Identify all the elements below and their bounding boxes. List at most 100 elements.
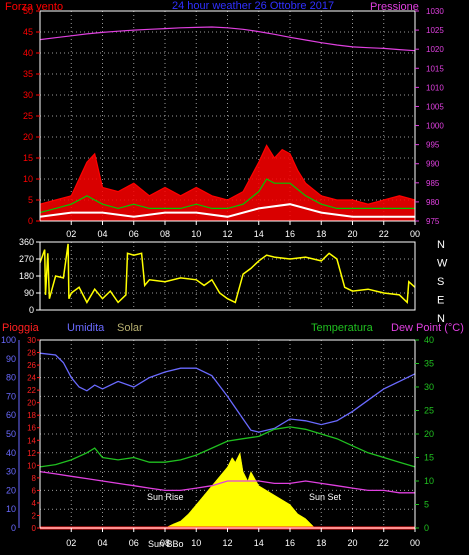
temperature-tick-label: 15 [424, 453, 434, 463]
pressure-tick-label: 985 [426, 179, 440, 188]
x-tick-label: 02 [66, 229, 76, 239]
x-tick-label: 08 [160, 229, 170, 239]
wind-tick-label: 35 [23, 69, 33, 79]
x-tick-label: 16 [285, 229, 295, 239]
temperature-tick-label: 40 [424, 335, 434, 345]
direction-tick-label: 360 [19, 237, 34, 247]
direction-tick-label: 0 [29, 305, 34, 315]
rain-tick-label: 4 [32, 499, 37, 508]
rain-tick-label: 18 [27, 411, 36, 420]
series-line-dew-point [39, 470, 415, 494]
direction-grid [40, 241, 416, 311]
pressure-tick-label: 1005 [426, 102, 444, 111]
rain-tick-label: 2 [32, 511, 37, 520]
series-line-raffica [39, 144, 416, 205]
x-tick-label: 06 [129, 229, 139, 239]
pressure-tick-label: 1030 [426, 7, 444, 16]
rain-tick-label: 14 [27, 436, 36, 445]
rain-tick-label: 26 [27, 361, 36, 370]
wind-grid [40, 10, 416, 222]
direction-line [39, 243, 416, 305]
temperature-tick-label: 10 [424, 476, 434, 486]
pressure-tick-label: 980 [426, 198, 440, 207]
x-tick-label: 10 [191, 538, 201, 548]
humidity-tick-label: 80 [6, 373, 16, 383]
dewpoint-axis-title: Dew Point (°C) [391, 322, 464, 334]
x-tick-label: 08 [160, 538, 170, 548]
x-tick-label: 20 [347, 538, 357, 548]
chart-title: 24 hour weather 26 Ottobre 2017 [172, 0, 334, 12]
pressure-axis-ticks: 975 980 985 990 995 1000 1005 1010 1015 1020 1025 1… [415, 7, 444, 226]
humidity-tick-label: 0 [11, 523, 16, 533]
direction-tick-label: 180 [19, 271, 34, 281]
x-tick-label: 04 [97, 538, 107, 548]
wind-x-ticks: 02 04 06 08 10 12 14 16 18 20 22 00 [66, 221, 420, 239]
x-tick-label: 10 [191, 229, 201, 239]
rain-axis-title: Pioggia [2, 322, 40, 334]
direction-tick-label: 90 [24, 288, 34, 298]
wind-tick-label: 25 [23, 111, 33, 121]
compass-label: W [437, 258, 448, 270]
x-tick-label: 04 [97, 229, 107, 239]
solar-area-group [158, 451, 316, 529]
solar-axis-title: Solar [117, 322, 143, 334]
x-tick-label: 06 [129, 538, 139, 548]
humidity-tick-label: 60 [6, 410, 16, 420]
temperature-tick-label: 35 [424, 359, 434, 369]
sun-set-label: Sun Set [309, 492, 342, 502]
direction-axis-ticks: 0 90 180 270 360 [19, 237, 40, 315]
x-tick-label: 20 [347, 229, 357, 239]
temperature-tick-label: 0 [424, 523, 429, 533]
wind-tick-label: 45 [23, 27, 33, 37]
pressure-tick-label: 1020 [426, 45, 444, 54]
wind-gust-fill [40, 145, 415, 221]
wind-tick-label: 40 [23, 48, 33, 58]
rain-tick-label: 24 [27, 374, 36, 383]
rain-tick-label: 22 [27, 386, 36, 395]
pressure-tick-label: 1010 [426, 83, 444, 92]
wind-gust-area [40, 145, 415, 221]
wind-tick-label: 50 [23, 6, 33, 16]
wind-tick-label: 5 [28, 195, 33, 205]
rain-tick-label: 6 [32, 486, 37, 495]
pressure-tick-label: 1015 [426, 64, 444, 73]
temperature-axis-title: Temperatura [311, 322, 374, 334]
humidity-axis-title: Umidita [67, 322, 105, 334]
compass-label: E [437, 295, 444, 307]
temperature-tick-label: 25 [424, 406, 434, 416]
wind-pressure-lines [39, 26, 416, 218]
temperature-tick-label: 5 [424, 500, 429, 510]
x-tick-label: 22 [379, 538, 389, 548]
wind-tick-label: 0 [28, 216, 33, 226]
direction-line-group [39, 243, 416, 305]
x-tick-label: 14 [254, 229, 264, 239]
pressure-axis-title: Pressione [370, 1, 419, 13]
x-tick-label: 02 [66, 538, 76, 548]
series-line-media [39, 178, 415, 214]
wind-axis-ticks: 0 5 10 15 20 25 30 35 40 45 50 [23, 6, 40, 226]
wind-axis-title: Forza vento [5, 1, 63, 13]
pressure-tick-label: 975 [426, 217, 440, 226]
climate-x-ticks: 02 04 06 08 10 12 14 16 18 20 22 00 [66, 528, 420, 548]
humidity-tick-label: 100 [1, 335, 16, 345]
rain-tick-label: 8 [32, 474, 37, 483]
x-tick-label: 00 [410, 538, 420, 548]
rain-tick-label: 30 [27, 336, 36, 345]
rain-tick-label: 16 [27, 424, 36, 433]
x-tick-label: 12 [222, 229, 232, 239]
compass-label: N [437, 313, 445, 325]
pressure-tick-label: 990 [426, 160, 440, 169]
humidity-tick-label: 90 [6, 354, 16, 364]
rain-tick-label: 0 [32, 524, 37, 533]
humidity-tick-label: 40 [6, 448, 16, 458]
x-tick-label: 14 [254, 538, 264, 548]
wind-tick-label: 15 [23, 153, 33, 163]
x-tick-label: 12 [222, 538, 232, 548]
x-tick-label: 16 [285, 538, 295, 548]
sun-rise-label: Sun Rise [147, 492, 184, 502]
humidity-tick-label: 30 [6, 467, 16, 477]
